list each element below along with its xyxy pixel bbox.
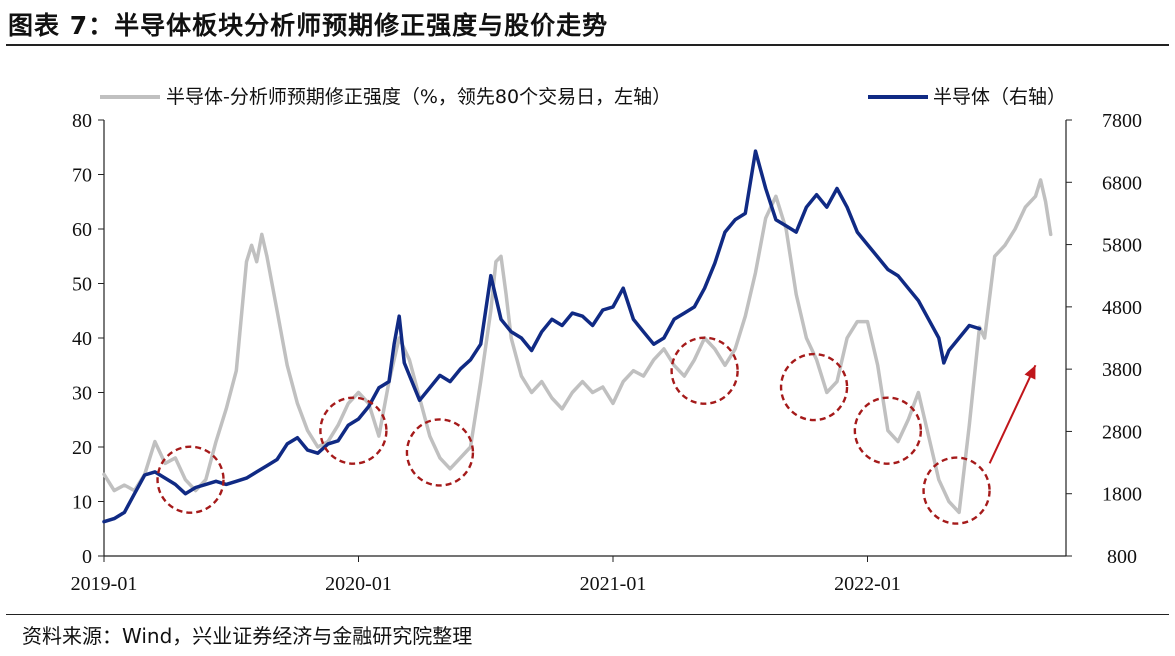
trend-arrow-head xyxy=(1024,365,1036,380)
right-tick-label: 3800 xyxy=(1102,359,1142,381)
x-tick-label: 2022-01 xyxy=(834,573,901,595)
left-tick-label: 60 xyxy=(72,219,92,241)
dashed-circle-annotation xyxy=(853,396,923,465)
left-tick-label: 20 xyxy=(72,437,92,459)
right-tick-label: 800 xyxy=(1107,546,1137,568)
source-note: 资料来源：Wind，兴业证券经济与金融研究院整理 xyxy=(22,624,473,648)
right-tick-label: 5800 xyxy=(1102,235,1142,257)
dashed-circle-annotation xyxy=(319,396,388,465)
right-tick-label: 4800 xyxy=(1102,297,1142,319)
dashed-circle-annotation xyxy=(922,456,991,525)
dashed-circle-annotation xyxy=(670,336,739,405)
trend-arrow-line xyxy=(988,364,1037,464)
dashed-circle-annotation xyxy=(156,445,225,514)
right-tick-label: 1800 xyxy=(1102,484,1142,506)
x-tick-label: 2019-01 xyxy=(71,573,138,595)
left-tick-label: 70 xyxy=(72,165,92,187)
dashed-circle-annotation xyxy=(405,418,475,487)
legend-semiconductor-label: 半导体（右轴） xyxy=(933,86,1066,108)
footer-divider xyxy=(6,614,1169,615)
left-tick-label: 40 xyxy=(72,328,92,350)
series-revision-strength-line xyxy=(102,178,1053,515)
right-tick-label: 2800 xyxy=(1102,421,1142,443)
x-tick-label: 2021-01 xyxy=(580,573,647,595)
right-tick-label: 6800 xyxy=(1102,172,1142,194)
series-semiconductor-index-line xyxy=(102,149,982,524)
left-tick-label: 50 xyxy=(72,274,92,296)
left-tick-label: 0 xyxy=(82,546,92,568)
legend-revision-strength-label: 半导体-分析师预期修正强度（%，领先80个交易日，左轴） xyxy=(166,86,671,108)
x-tick-label: 2020-01 xyxy=(325,573,392,595)
left-tick-label: 80 xyxy=(72,110,92,132)
title-divider xyxy=(6,44,1169,46)
page-title: 图表 7：半导体板块分析师预期修正强度与股价走势 xyxy=(8,11,609,40)
dashed-circle-annotation xyxy=(779,352,849,422)
left-tick-label: 10 xyxy=(72,492,92,514)
right-tick-label: 7800 xyxy=(1102,110,1142,132)
left-tick-label: 30 xyxy=(72,383,92,405)
